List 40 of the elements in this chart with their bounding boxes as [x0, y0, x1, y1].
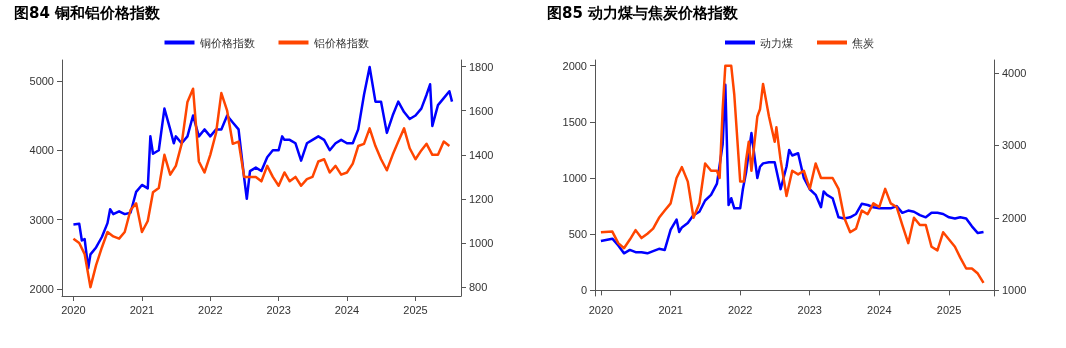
y2-tick-label: 4000: [1002, 67, 1027, 80]
y2-tick-label: 1000: [1002, 284, 1027, 297]
y2-tick-label: 1600: [469, 104, 494, 117]
line-series: [599, 64, 985, 285]
y-tick-label: 2000: [29, 283, 54, 296]
x-tick-label: 2022: [727, 303, 753, 316]
y2-tick-label: 1000: [469, 237, 494, 250]
x-tick-label: 2020: [588, 303, 614, 316]
y2-tick-label: 3000: [1002, 139, 1027, 152]
x-tick-label: 2025: [403, 303, 428, 316]
y-tick-label: 0: [580, 284, 587, 297]
line-series: [72, 87, 451, 289]
legend-label: 焦炭: [852, 36, 874, 49]
chart-title: 图85 动力煤与焦炭价格指数: [547, 4, 739, 23]
y-tick-label: 5000: [29, 74, 54, 87]
y2-tick-label: 2000: [1002, 211, 1027, 224]
y-tick-label: 1500: [562, 115, 587, 128]
legend-label: 铜价格指数: [198, 36, 255, 49]
y-tick-label: 2000: [562, 59, 587, 72]
y2-tick-label: 1800: [469, 60, 494, 73]
y-tick-label: 4000: [29, 144, 54, 157]
legend-label: 铝价格指数: [312, 36, 369, 49]
legend-label: 动力煤: [760, 36, 793, 49]
x-tick-label: 2021: [129, 303, 155, 316]
y-tick-label: 500: [568, 228, 587, 241]
x-tick-label: 2025: [936, 303, 962, 316]
y2-tick-label: 1200: [469, 192, 494, 205]
x-tick-label: 2024: [334, 303, 360, 316]
x-tick-label: 2021: [658, 303, 683, 316]
y2-tick-label: 1400: [469, 148, 494, 161]
y-tick-label: 1000: [562, 172, 587, 184]
line-series: [72, 65, 454, 270]
y2-tick-label: 800: [469, 281, 488, 294]
x-tick-label: 2020: [61, 303, 86, 316]
x-tick-label: 2023: [797, 303, 822, 316]
y-tick-label: 3000: [29, 213, 54, 226]
x-tick-label: 2023: [266, 303, 291, 316]
chart-title: 图84 铜和铝价格指数: [14, 4, 161, 23]
x-tick-label: 2024: [867, 303, 892, 316]
x-tick-label: 2022: [198, 303, 223, 316]
